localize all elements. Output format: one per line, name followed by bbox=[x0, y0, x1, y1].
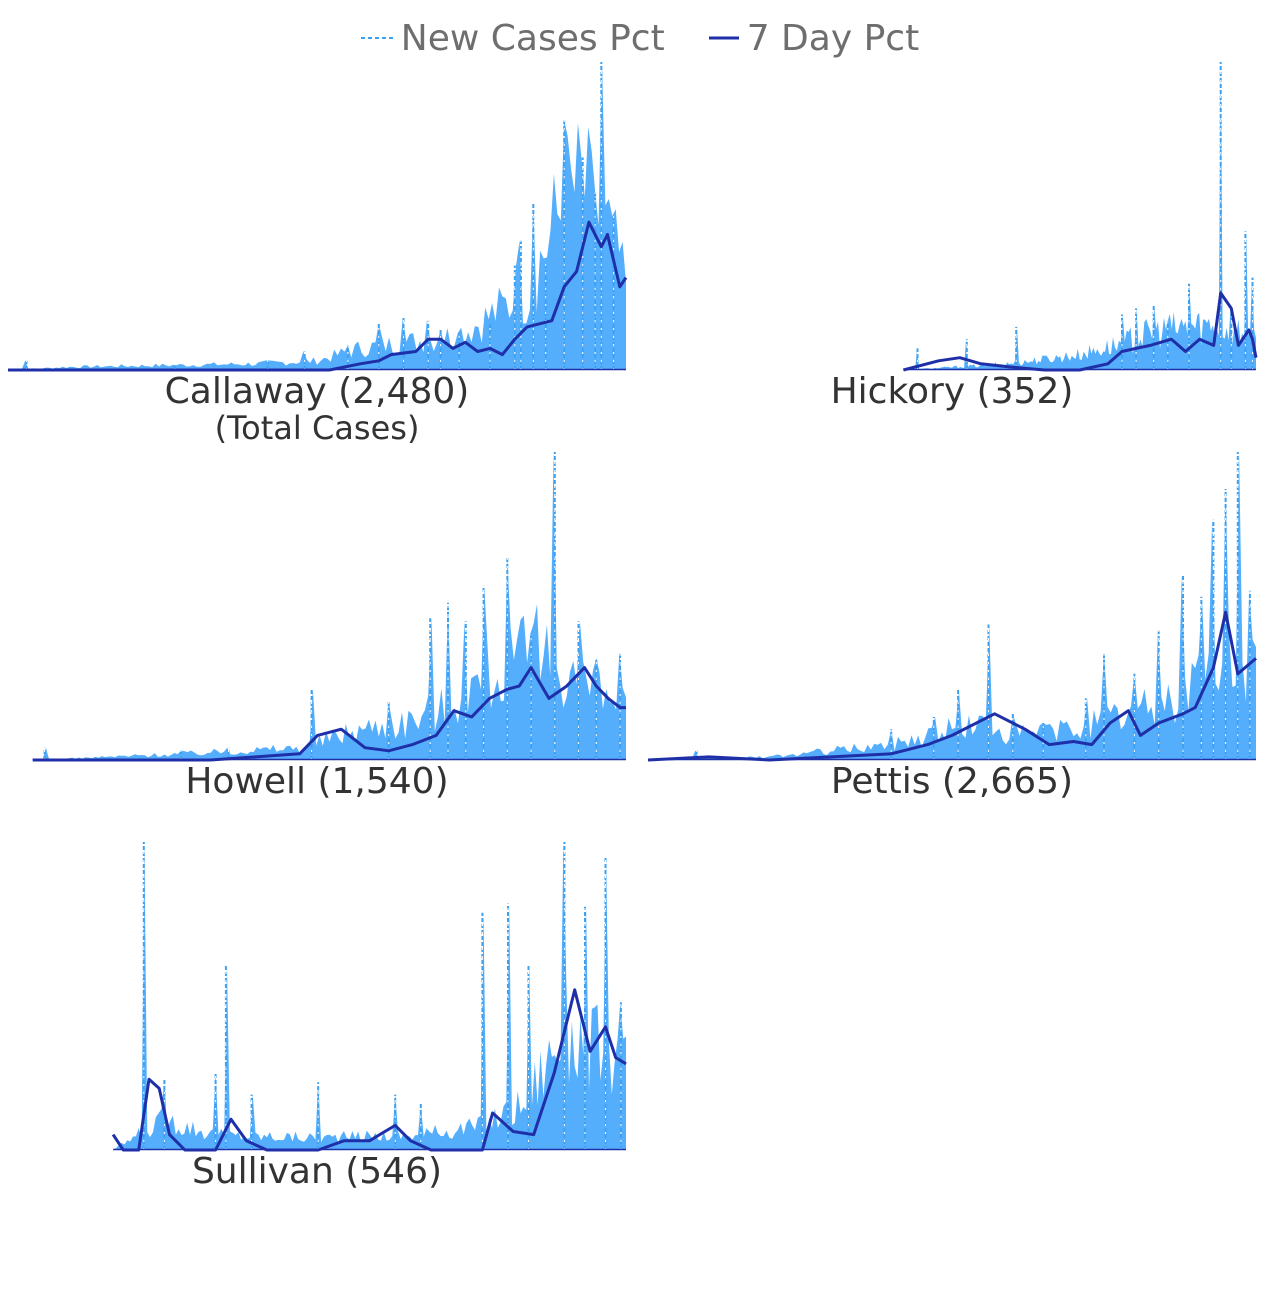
legend-item-new-cases-pct[interactable]: New Cases Pct bbox=[360, 17, 665, 59]
legend-label-new-cases-pct: New Cases Pct bbox=[400, 17, 665, 59]
legend-swatch-dashed bbox=[360, 37, 393, 39]
panel-callaway: Callaway (2,480) (Total Cases) bbox=[8, 62, 628, 460]
panel-title-howell: Howell (1,540) bbox=[185, 761, 449, 802]
seven-day-pct-line-sullivan bbox=[111, 988, 627, 1152]
panel-plot-pettis bbox=[647, 452, 1257, 762]
new-cases-area-sullivan bbox=[113, 842, 627, 1150]
legend-item-7-day-pct[interactable]: 7 Day Pct bbox=[708, 17, 920, 59]
legend-label-7-day-pct: 7 Day Pct bbox=[746, 17, 920, 59]
legend-swatch-solid bbox=[708, 36, 739, 40]
new-cases-area-hickory bbox=[903, 62, 1256, 370]
seven-day-pct-line-hickory bbox=[903, 291, 1258, 372]
panel-plot-howell bbox=[32, 452, 626, 762]
panel-plot-hickory bbox=[903, 62, 1258, 372]
new-cases-area-howell bbox=[32, 452, 626, 760]
panel-title-pettis: Pettis (2,665) bbox=[830, 761, 1074, 802]
seven-day-pct-line-howell bbox=[32, 666, 626, 762]
panel-pettis: Pettis (2,665) bbox=[647, 452, 1257, 850]
chart-legend: New Cases Pct 7 Day Pct bbox=[0, 10, 1280, 66]
panel-howell: Howell (1,540) bbox=[8, 452, 626, 850]
panel-subtitle-total-cases: (Total Cases) bbox=[214, 409, 420, 447]
seven-day-pct-line-pettis bbox=[647, 610, 1257, 762]
panel-sullivan: Sullivan (546) bbox=[8, 842, 627, 1240]
panel-title-sullivan: Sullivan (546) bbox=[191, 1151, 443, 1192]
panel-hickory: Hickory (352) bbox=[648, 62, 1258, 460]
panel-title-callaway: Callaway (2,480) bbox=[164, 371, 470, 412]
panel-plot-sullivan bbox=[111, 842, 627, 1152]
seven-day-pct-line-callaway bbox=[8, 220, 628, 372]
panel-plot-callaway bbox=[8, 62, 628, 372]
panel-title-hickory: Hickory (352) bbox=[830, 371, 1074, 412]
new-cases-area-pettis bbox=[648, 452, 1256, 760]
